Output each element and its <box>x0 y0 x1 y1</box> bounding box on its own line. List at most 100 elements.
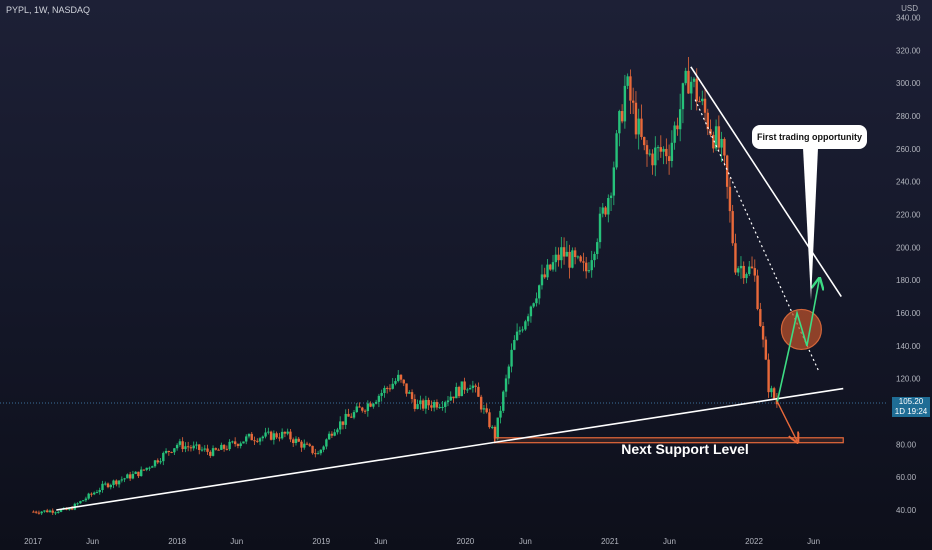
candle-body <box>706 112 710 130</box>
candle-body <box>651 153 654 166</box>
candle-body <box>637 118 640 135</box>
candle-body <box>446 400 450 403</box>
candle-body <box>300 441 303 448</box>
x-tick-label: Jun <box>519 537 532 546</box>
candle-body <box>34 511 38 513</box>
candle-body <box>444 402 447 407</box>
candle-body <box>540 274 544 286</box>
candle-body <box>264 432 267 437</box>
candle-body <box>327 433 331 440</box>
candle-body <box>731 211 734 244</box>
candle-body <box>662 148 665 152</box>
candle-body <box>305 443 309 445</box>
candle-body <box>645 145 649 155</box>
current-price-value: 105.20 <box>898 397 924 406</box>
candle-body <box>720 138 723 148</box>
candle-body <box>366 403 370 412</box>
candle-body <box>587 270 591 272</box>
candle-body <box>579 256 582 262</box>
candle-body <box>330 433 334 436</box>
y-tick-label: 200.00 <box>896 243 921 252</box>
candle-body <box>233 441 237 445</box>
y-tick-label: 120.00 <box>896 375 921 384</box>
candle-body <box>355 406 358 413</box>
candle-body <box>352 412 356 418</box>
candle-body <box>471 385 475 389</box>
candle-body <box>430 405 433 408</box>
candle-body <box>734 243 737 273</box>
candle-body <box>477 386 480 397</box>
candle-body <box>126 474 129 479</box>
candle-body <box>79 501 82 504</box>
candle-body <box>482 408 486 410</box>
candle-body <box>206 448 209 452</box>
candle-body <box>247 433 251 437</box>
candle-body <box>292 439 295 444</box>
currency-label: USD <box>901 4 918 13</box>
candle-body <box>209 451 212 456</box>
candle-body <box>634 102 638 135</box>
trendline-upper-resistance[interactable] <box>690 66 842 298</box>
candle-body <box>432 402 436 408</box>
candle-body <box>68 508 71 510</box>
candle-body <box>618 111 621 134</box>
candle-body <box>294 438 298 444</box>
candle-body <box>466 389 469 391</box>
candle-body <box>341 421 345 425</box>
candle-body <box>712 134 715 149</box>
candle-body <box>214 448 218 450</box>
candle-body <box>554 254 557 263</box>
candle-body <box>380 392 383 396</box>
x-tick-label: Jun <box>86 537 99 546</box>
candle-body <box>479 396 483 410</box>
candle-body <box>95 492 99 494</box>
candle-body <box>258 438 262 442</box>
callout-first-trading-opportunity: First trading opportunity <box>752 125 867 149</box>
candle-body <box>408 392 411 394</box>
candle-body <box>303 443 306 448</box>
bearish-projection-arrow <box>776 401 797 441</box>
candle-body <box>756 275 759 310</box>
candle-body <box>225 448 229 450</box>
candle-body <box>584 262 588 272</box>
candle-body <box>145 467 148 470</box>
candle-body <box>573 250 577 258</box>
candle-body <box>40 511 43 514</box>
candle-body <box>524 321 527 330</box>
x-tick-label: 2018 <box>168 537 186 546</box>
candle-body <box>283 431 287 434</box>
y-axis: 340.00 320.00 300.00 280.00 260.00 240.00 220.… <box>896 14 921 515</box>
x-tick-label: 2022 <box>745 537 763 546</box>
candle-body <box>153 460 157 467</box>
candle-body <box>419 400 422 405</box>
candle-body <box>665 148 668 157</box>
candle-body <box>623 85 627 122</box>
candle-body <box>670 142 674 161</box>
trendline-long-term-support[interactable] <box>56 387 844 511</box>
candle-body <box>457 386 461 397</box>
candle-body <box>684 70 687 84</box>
candle-body <box>220 444 223 450</box>
candle-body <box>502 391 505 411</box>
candle-body <box>59 509 63 512</box>
candle-body <box>109 484 112 488</box>
candle-body <box>372 403 375 407</box>
y-tick-label: 60.00 <box>896 473 917 482</box>
candle-body <box>455 386 458 399</box>
candle-body <box>515 331 519 340</box>
symbol-label[interactable]: PYPL, 1W, NASDAQ <box>6 5 91 15</box>
x-axis: 2017 Jun 2018 Jun 2019 Jun 2020 Jun 2021 Jun 2022 J… <box>24 537 820 546</box>
candle-body <box>178 441 182 445</box>
candle-body <box>120 479 124 481</box>
candle-body <box>413 399 417 409</box>
candle-body <box>377 395 381 402</box>
candle-body <box>493 426 497 439</box>
candle-body <box>745 274 748 279</box>
candle-body <box>529 306 533 317</box>
candle-body <box>521 329 524 331</box>
candle-body <box>598 213 602 243</box>
candle-body <box>123 478 126 480</box>
candle-body <box>474 385 477 387</box>
candle-body <box>117 480 121 485</box>
